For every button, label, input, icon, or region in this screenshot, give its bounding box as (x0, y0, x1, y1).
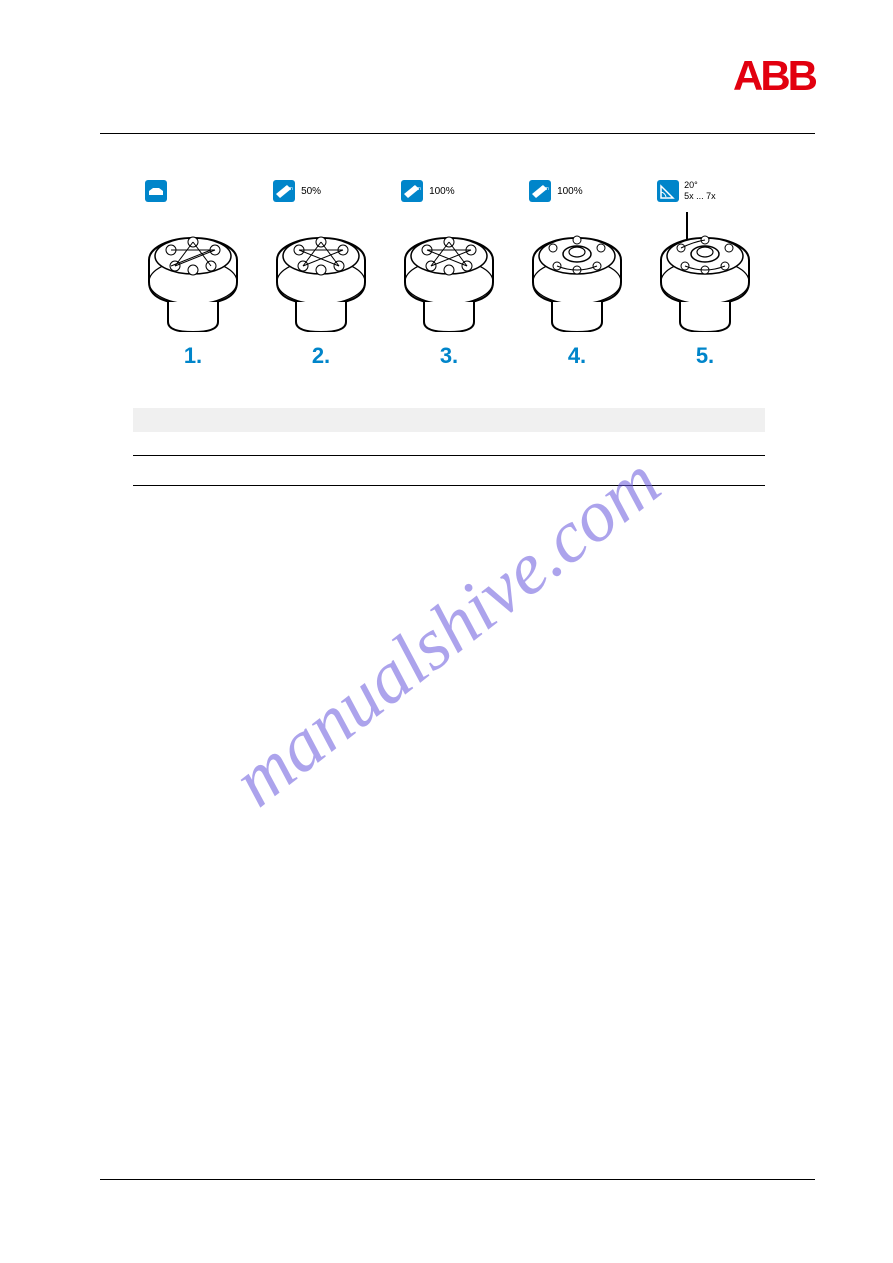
sensor-drawing-5 (645, 212, 765, 332)
step-1: 1. (133, 180, 253, 369)
sensor-step-row: 1. Nm 50% 2. (133, 180, 765, 369)
step-5-number: 5. (645, 343, 765, 369)
step-2: Nm 50% 2. (261, 180, 381, 369)
step-5: 20° 5x ... 7x (645, 180, 765, 369)
sensor-drawing-2 (261, 212, 381, 332)
step-3-number: 3. (389, 343, 509, 369)
top-divider (100, 133, 815, 134)
sensor-drawing-3 (389, 212, 509, 332)
step-4: Nm 100% 4. (517, 180, 637, 369)
step-1-number: 1. (133, 343, 253, 369)
table-rule-2 (133, 485, 765, 486)
wrench-nm-icon: Nm (273, 180, 295, 202)
table-rule-1 (133, 455, 765, 456)
watermark-text: manualshive.com (217, 439, 676, 824)
step-4-pct: 100% (557, 186, 583, 197)
figure-caption-bar (133, 408, 765, 432)
sensor-drawing-4 (517, 212, 637, 332)
step-2-pct: 50% (301, 186, 321, 197)
step-4-number: 4. (517, 343, 637, 369)
brand-logo: ABB (733, 52, 815, 100)
sensor-drawing-1 (133, 212, 253, 332)
step-2-number: 2. (261, 343, 381, 369)
svg-text:Nm: Nm (413, 186, 421, 192)
hand-icon (145, 180, 167, 202)
angle-icon (657, 180, 679, 202)
step-3-pct: 100% (429, 186, 455, 197)
step-3: Nm 100% 3. (389, 180, 509, 369)
bottom-divider (100, 1179, 815, 1180)
step-5-labels: 20° 5x ... 7x (684, 180, 716, 202)
wrench-nm-icon: Nm (529, 180, 551, 202)
wrench-nm-icon: Nm (401, 180, 423, 202)
svg-text:Nm: Nm (541, 186, 549, 192)
svg-text:Nm: Nm (285, 186, 293, 192)
instruction-figure: 1. Nm 50% 2. (133, 180, 765, 370)
